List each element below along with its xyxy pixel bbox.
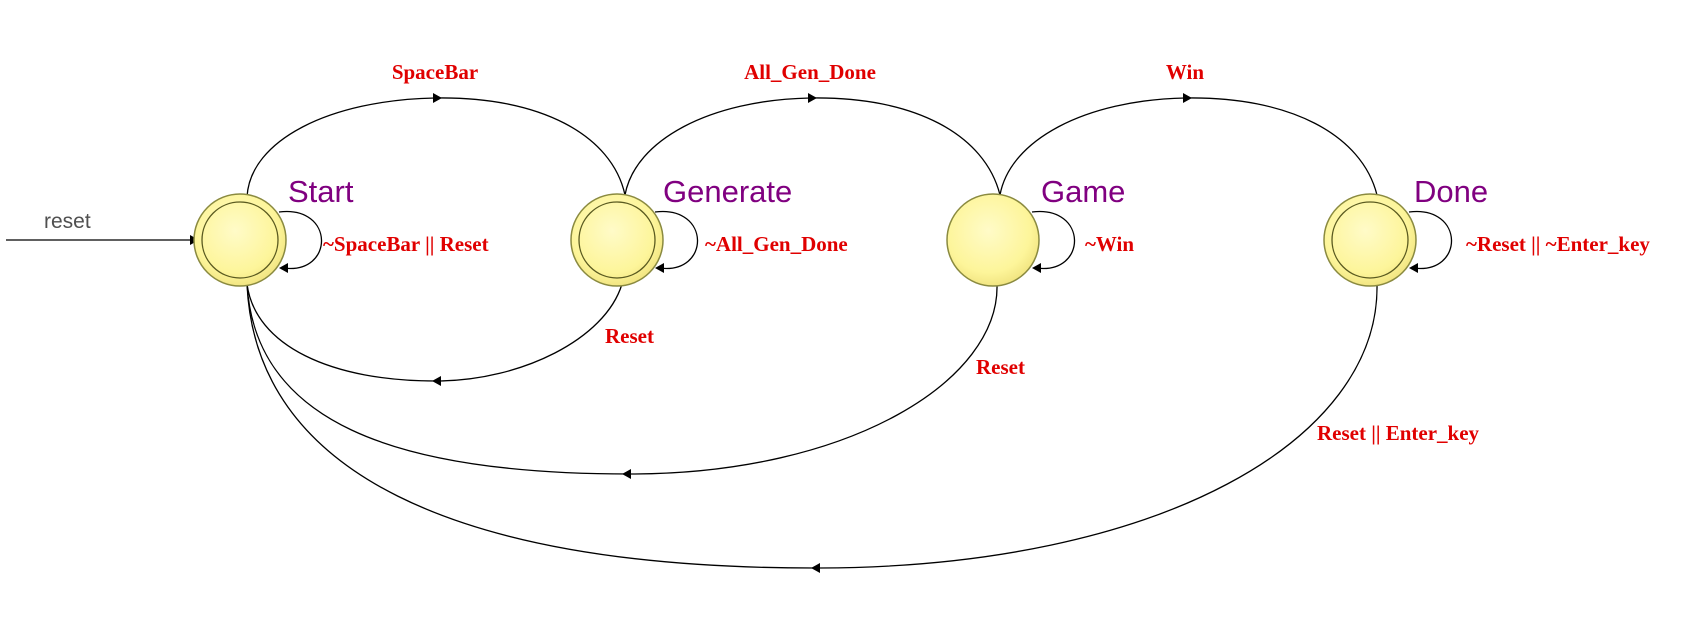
state-game-name: Game [1041,174,1125,209]
state-done-inner-circle [1331,201,1409,279]
state-start: Start [193,174,354,287]
transition-done-self-loop: ~Reset || ~Enter_key [1408,210,1650,273]
transition-done-to-start: Reset || Enter_key [246,283,1480,573]
state-start-name: Start [288,174,354,209]
transition-start-to-generate-arrowhead [433,93,442,103]
transition-start-self-loop-label: ~SpaceBar || Reset [323,232,489,256]
transition-game-self-loop-arrowhead [1032,263,1041,273]
transition-game-to-done: Win [999,60,1378,196]
transition-generate-self-loop-path [654,210,699,270]
transition-done-to-start-path [246,283,1378,569]
transition-generate-self-loop: ~All_Gen_Done [654,210,848,273]
transition-generate-to-start-label: Reset [605,324,654,348]
state-done-name: Done [1414,174,1488,209]
transition-game-to-done-arrowhead [1183,93,1192,103]
state-start-inner-circle [201,201,279,279]
transition-start-to-generate: SpaceBar [246,60,626,198]
state-done-outer-circle [1323,193,1417,287]
transition-game-to-done-label: Win [1166,60,1204,84]
transition-game-to-start: Reset [246,283,1025,479]
transition-done-self-loop-arrowhead [1409,263,1418,273]
transition-start-to-generate-label: SpaceBar [392,60,478,84]
transition-generate-self-loop-label: ~All_Gen_Done [705,232,848,256]
state-generate: Generate [570,174,792,287]
transition-game-to-start-path [246,283,998,475]
state-generate-outer-circle [570,193,664,287]
transition-game-self-loop-label: ~Win [1085,232,1134,256]
transition-generate-to-start-path [246,283,623,382]
transition-game-to-start-arrowhead [622,469,631,479]
transition-generate-to-game-label: All_Gen_Done [744,60,876,84]
transition-done-self-loop-path [1408,210,1453,270]
transition-start-self-loop-path [278,210,323,270]
transition-game-to-start-label: Reset [976,355,1025,379]
transition-game-self-loop-path [1031,210,1076,270]
initial-transition: reset [6,210,199,245]
transition-done-to-start-arrowhead [811,563,820,573]
transition-generate-to-game: All_Gen_Done [624,60,1001,196]
transition-generate-to-game-arrowhead [808,93,817,103]
transition-game-self-loop: ~Win [1031,210,1134,273]
state-game: Game [946,174,1125,287]
state-start-outer-circle [193,193,287,287]
state-game-circle [946,193,1040,287]
transition-start-self-loop-arrowhead [279,263,288,273]
transition-generate-to-start: Reset [246,283,654,386]
state-done: Done [1323,174,1488,287]
state-generate-name: Generate [663,174,792,209]
transition-generate-to-start-arrowhead [432,376,441,386]
transition-start-self-loop: ~SpaceBar || Reset [278,210,489,273]
transition-generate-self-loop-arrowhead [655,263,664,273]
transition-done-self-loop-label: ~Reset || ~Enter_key [1466,232,1650,256]
transition-done-to-start-label: Reset || Enter_key [1317,421,1480,445]
state-generate-inner-circle [578,201,656,279]
initial-reset-label: reset [44,210,91,233]
